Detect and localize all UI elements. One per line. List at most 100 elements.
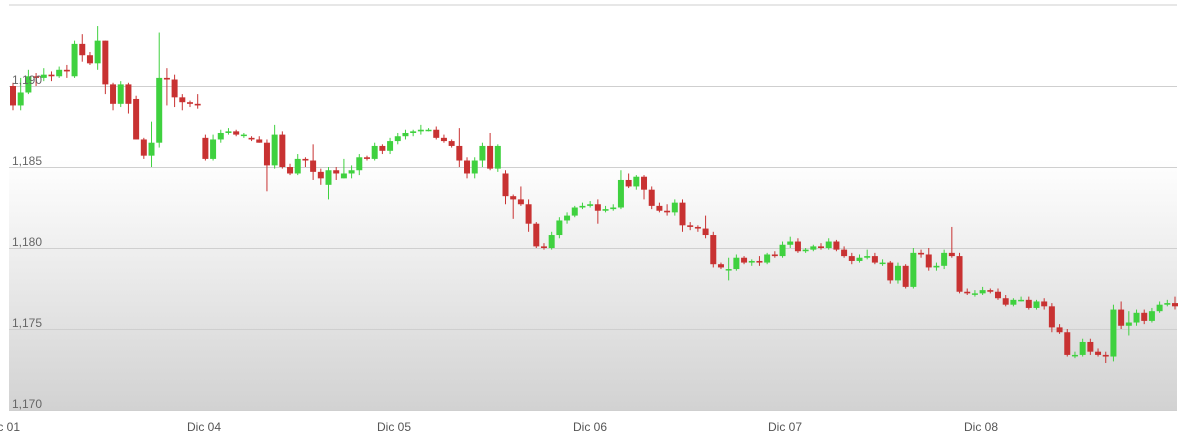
candle-body [964, 291, 971, 294]
candle-up [779, 241, 786, 258]
candle-up [787, 236, 794, 248]
candle-body [833, 241, 840, 250]
candle-down [179, 94, 186, 111]
candle-up [764, 252, 771, 265]
candle-body [1125, 322, 1132, 326]
candle-body [841, 249, 848, 257]
candle-down [1002, 294, 1009, 307]
candle-down [317, 168, 324, 185]
candles [10, 26, 1178, 364]
candle-body [117, 84, 124, 104]
candle-body [479, 145, 486, 161]
candle-down [687, 222, 694, 231]
candle-down [741, 256, 748, 265]
candle-body [456, 145, 463, 161]
candle-body [641, 176, 648, 190]
candle-up [933, 262, 940, 271]
candle-body [1002, 298, 1009, 305]
x-tick-label: Dic 06 [573, 420, 607, 434]
candle-body [871, 256, 878, 263]
candle-body [148, 142, 155, 156]
candle-body [163, 77, 170, 80]
candle-body [287, 167, 294, 174]
candle-body [240, 134, 247, 137]
candle-up [371, 142, 378, 161]
candle-body [617, 179, 624, 208]
candle-body [702, 228, 709, 236]
candle-body [995, 291, 1002, 299]
candle-body [733, 257, 740, 270]
candle-up [571, 205, 578, 218]
candle-down [1056, 324, 1063, 334]
candle-body [171, 79, 178, 98]
candle-up [225, 128, 232, 135]
candle-up [610, 204, 617, 211]
candle-down [448, 139, 455, 148]
candle-body [1118, 309, 1125, 326]
candle-body [310, 160, 317, 172]
candle-down [256, 136, 263, 143]
candle-body [648, 189, 655, 206]
candle-body [194, 103, 201, 106]
candle-down [594, 199, 601, 224]
candle-body [1071, 354, 1078, 357]
candle-down [664, 204, 671, 216]
candle-down [1025, 296, 1032, 310]
candle-body [210, 139, 217, 159]
candle-body [225, 131, 232, 133]
candle-up [802, 248, 809, 253]
candle-up [56, 66, 63, 78]
candle-up [548, 231, 555, 250]
candle-body [948, 252, 955, 257]
candle-up [894, 262, 901, 284]
y-tick-label: 1,185 [12, 154, 42, 168]
candle-down [1118, 301, 1125, 329]
candle-body [1025, 299, 1032, 308]
candle-down [1102, 351, 1109, 364]
candle-up [564, 212, 571, 224]
candle-body [710, 235, 717, 265]
candle-body [887, 262, 894, 281]
candle-down [302, 157, 309, 167]
candle-up [402, 129, 409, 140]
candle-down [263, 139, 270, 192]
candle-body [271, 134, 278, 166]
candle-body [394, 136, 401, 142]
candle-down [79, 34, 86, 62]
candle-body [848, 256, 855, 261]
candle-up [356, 154, 363, 176]
candle-body [433, 129, 440, 138]
candle-body [902, 265, 909, 287]
candle-down [848, 252, 855, 265]
candle-body [741, 257, 748, 263]
candle-body [1018, 299, 1025, 302]
candle-down [86, 51, 93, 65]
candle-down [887, 260, 894, 284]
candle-body [687, 225, 694, 227]
candle-body [464, 160, 471, 174]
grid-lines [9, 4, 1177, 411]
candle-body [1048, 306, 1055, 328]
candle-down [533, 222, 540, 248]
candle-down [1095, 348, 1102, 357]
candle-up [587, 201, 594, 208]
candle-body [140, 139, 147, 156]
candle-body [1148, 311, 1155, 321]
candle-down [33, 73, 40, 86]
candle-up [1010, 298, 1017, 307]
candle-body [33, 76, 40, 78]
candle-down [694, 225, 701, 232]
candle-body [40, 74, 47, 78]
candle-body [941, 252, 948, 266]
candle-body [794, 241, 801, 252]
candle-up [25, 69, 32, 95]
candle-down [363, 155, 370, 161]
candle-up [864, 249, 871, 260]
candle-body [56, 69, 63, 77]
candle-body [787, 241, 794, 245]
candle-body [233, 131, 240, 135]
y-tick-label: 1,190 [12, 73, 42, 87]
candle-down [841, 246, 848, 258]
candle-down [717, 262, 724, 270]
